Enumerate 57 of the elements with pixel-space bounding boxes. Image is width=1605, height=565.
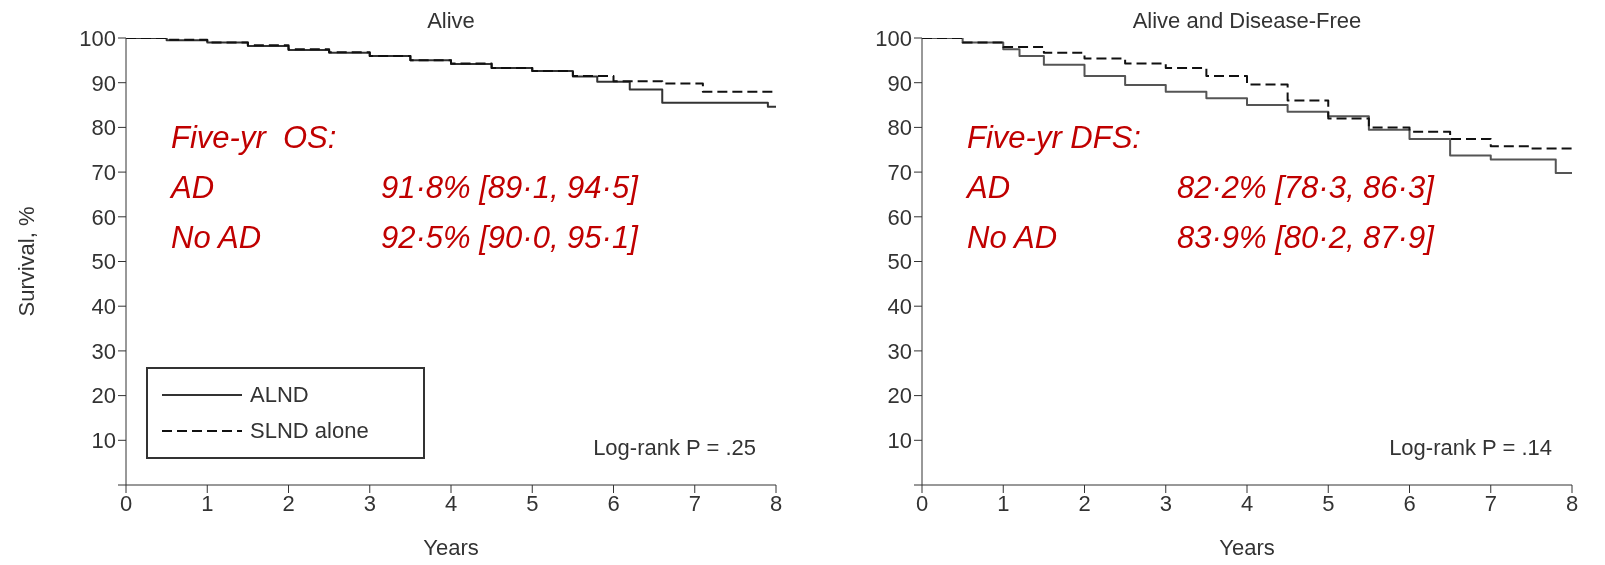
x-tick-label: 5	[526, 490, 539, 516]
y-tick-label: 70	[91, 159, 116, 185]
annotation: No AD	[967, 220, 1058, 256]
x-tick-label: 8	[769, 490, 783, 516]
annotation: 92·5% [90·0, 95·1]	[381, 220, 638, 256]
annotation: No AD	[171, 220, 262, 256]
legend-label: SLND alone	[250, 418, 369, 444]
x-tick-label: 5	[1322, 490, 1335, 516]
x-tick-label: 3	[1159, 490, 1172, 516]
x-tick-label: 6	[607, 490, 620, 516]
annotation: AD	[967, 170, 1011, 206]
x-tick-label: 0	[119, 490, 133, 516]
x-axis-title: Years	[423, 535, 479, 560]
annotation: Log-rank P = .25	[593, 435, 756, 461]
annotation: Five-yr DFS:	[967, 120, 1141, 156]
y-tick-label: 100	[875, 25, 912, 51]
x-tick-label: 8	[1565, 490, 1579, 516]
annotation: AD	[171, 170, 215, 206]
y-tick-label: 50	[887, 249, 912, 275]
y-tick-label: 80	[91, 115, 116, 141]
x-tick-label: 7	[1484, 490, 1497, 516]
x-tick-label: 6	[1403, 490, 1416, 516]
annotation: Log-rank P = .14	[1389, 435, 1552, 461]
x-tick-label: 4	[444, 490, 458, 516]
annotation: 91·8% [89·1, 94·5]	[381, 170, 638, 206]
y-tick-label: 40	[887, 294, 912, 320]
y-tick-label: 60	[91, 204, 116, 230]
x-tick-label: 1	[201, 490, 214, 516]
y-tick-label: 100	[79, 25, 116, 51]
annotation: 83·9% [80·2, 87·9]	[1177, 220, 1434, 256]
x-tick-label: 2	[282, 490, 295, 516]
x-tick-label: 2	[1078, 490, 1091, 516]
y-tick-label: 10	[91, 428, 116, 454]
y-tick-label: 30	[887, 338, 912, 364]
y-tick-label: 80	[887, 115, 912, 141]
y-tick-label: 90	[91, 70, 116, 96]
y-tick-label: 70	[887, 159, 912, 185]
y-tick-label: 90	[887, 70, 912, 96]
y-tick-label: 50	[91, 249, 116, 275]
y-tick-label: 20	[887, 383, 912, 409]
chart-title: Alive and Disease-Free	[1131, 8, 1363, 34]
x-tick-label: 1	[997, 490, 1010, 516]
y-axis-title: Survival, %	[13, 206, 39, 317]
legend-label: ALND	[250, 382, 309, 408]
x-axis-title: Years	[1219, 535, 1275, 560]
y-tick-label: 30	[91, 338, 116, 364]
y-tick-label: 40	[91, 294, 116, 320]
y-tick-label: 10	[887, 428, 912, 454]
y-tick-label: 60	[887, 204, 912, 230]
x-tick-label: 3	[363, 490, 376, 516]
chart-title: Alive	[426, 8, 476, 34]
x-tick-label: 0	[915, 490, 929, 516]
x-tick-label: 7	[688, 490, 701, 516]
y-tick-label: 20	[91, 383, 116, 409]
annotation: 82·2% [78·3, 86·3]	[1177, 170, 1434, 206]
annotation: Five-yr OS:	[171, 120, 337, 156]
x-tick-label: 4	[1240, 490, 1254, 516]
